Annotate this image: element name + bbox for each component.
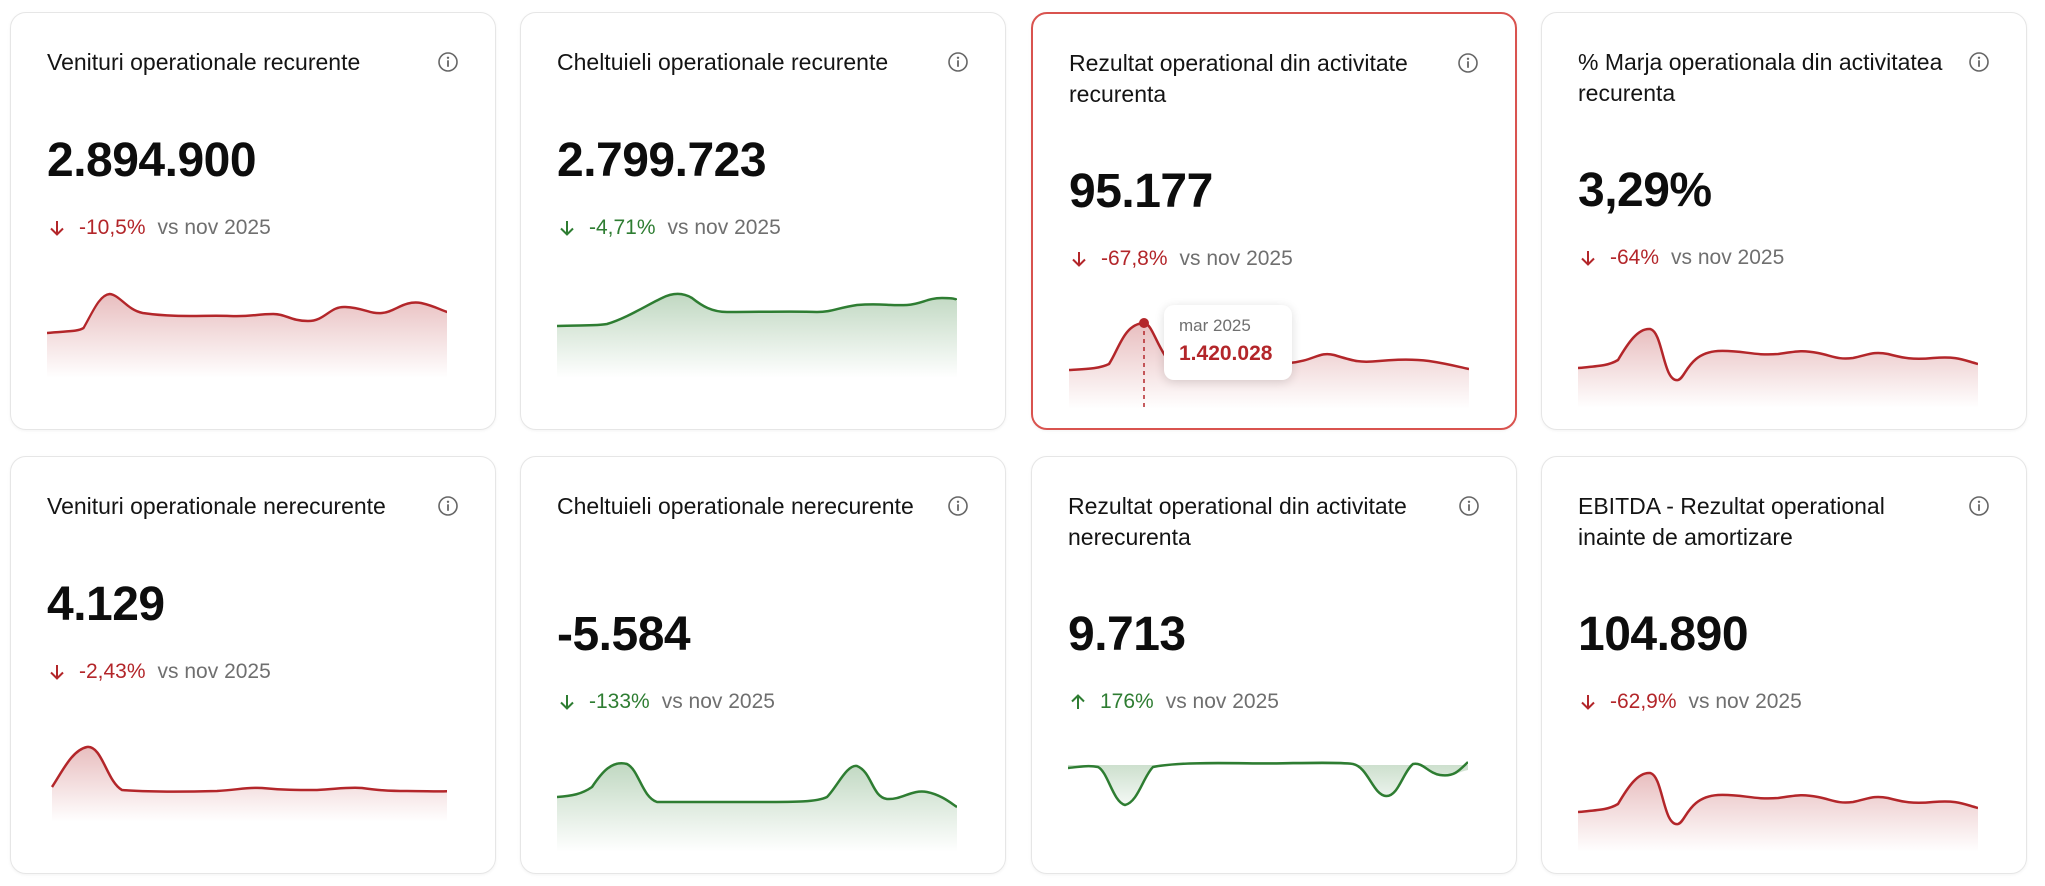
info-icon[interactable] <box>947 51 969 73</box>
sparkline-chart <box>1068 761 1468 807</box>
arrow-down-icon <box>1581 251 1595 266</box>
card-value: 95.177 <box>1069 165 1213 218</box>
arrow-down-icon <box>1581 695 1595 710</box>
info-icon[interactable] <box>1458 495 1480 517</box>
card-value: 2.799.723 <box>557 134 767 187</box>
comparison-label: vs nov 2025 <box>1688 690 1802 713</box>
card-title: Rezultat operational din activitate nere… <box>1068 493 1407 550</box>
tooltip-date: mar 2025 <box>1179 316 1251 335</box>
change-row: -10,5% vs nov 2025 <box>47 216 271 240</box>
card-value: 2.894.900 <box>47 134 257 187</box>
change-percent: -10,5% <box>79 216 146 239</box>
comparison-label: vs nov 2025 <box>157 216 271 239</box>
change-percent: -4,71% <box>589 216 656 239</box>
card-title: Cheltuieli operationale recurente <box>557 49 889 75</box>
comparison-label: vs nov 2025 <box>157 660 271 683</box>
kpi-card-marja-recurenta[interactable]: % Marja operationala din activitatea rec… <box>1541 12 2027 430</box>
info-icon[interactable] <box>437 51 459 73</box>
kpi-card-rezultat-nerecurent[interactable]: Rezultat operational din activitate nere… <box>1031 456 1517 874</box>
sparkline-chart <box>557 761 957 852</box>
sparkline-chart <box>47 292 447 378</box>
change-percent: -2,43% <box>79 660 146 683</box>
change-percent: 176% <box>1100 690 1154 713</box>
change-percent: -133% <box>589 690 650 713</box>
card-title: Venituri operationale nerecurente <box>47 493 386 519</box>
comparison-label: vs nov 2025 <box>1671 246 1785 269</box>
info-icon[interactable] <box>1968 495 1990 517</box>
card-value: -5.584 <box>557 608 691 661</box>
card-value: 104.890 <box>1578 608 1749 661</box>
card-title: EBITDA - Rezultat operational inainte de… <box>1578 493 1885 550</box>
card-title: Cheltuieli operationale nerecurente <box>557 493 914 519</box>
change-percent: -62,9% <box>1610 690 1677 713</box>
comparison-label: vs nov 2025 <box>667 216 781 239</box>
kpi-card-ebitda[interactable]: EBITDA - Rezultat operational inainte de… <box>1541 456 2027 874</box>
card-title: Venituri operationale recurente <box>47 49 361 75</box>
sparkline-chart <box>50 745 447 822</box>
arrow-down-icon <box>50 665 64 680</box>
change-row: 176% vs nov 2025 <box>1068 690 1279 714</box>
change-row: -64% vs nov 2025 <box>1578 246 1784 270</box>
change-row: -133% vs nov 2025 <box>557 690 775 714</box>
comparison-label: vs nov 2025 <box>1165 690 1279 713</box>
arrow-down-icon <box>560 695 574 710</box>
sparkline-chart <box>1578 771 1978 852</box>
change-row: -62,9% vs nov 2025 <box>1578 690 1802 714</box>
kpi-card-cheltuieli-nerecurente[interactable]: Cheltuieli operationale nerecurente -5.5… <box>520 456 1006 874</box>
kpi-card-venituri-recurente[interactable]: Venituri operationale recurente 2.894.90… <box>10 12 496 430</box>
chart-tooltip: mar 2025 1.420.028 <box>1164 305 1292 380</box>
change-percent: -64% <box>1610 246 1660 269</box>
arrow-down-icon <box>560 221 574 236</box>
info-icon[interactable] <box>1968 51 1990 73</box>
arrow-down-icon <box>1072 252 1086 267</box>
card-value: 4.129 <box>47 578 165 631</box>
card-value: 9.713 <box>1068 608 1186 661</box>
kpi-card-venituri-nerecurente[interactable]: Venituri operationale nerecurente 4.129 … <box>10 456 496 874</box>
comparison-label: vs nov 2025 <box>661 690 775 713</box>
arrow-up-icon <box>1071 694 1085 709</box>
tooltip-value: 1.420.028 <box>1179 342 1273 365</box>
info-icon[interactable] <box>947 495 969 517</box>
change-row: -67,8% vs nov 2025 <box>1069 247 1293 271</box>
card-value: 3,29% <box>1578 164 1712 217</box>
arrow-down-icon <box>50 221 64 236</box>
sparkline-chart <box>557 292 957 378</box>
change-percent: -67,8% <box>1101 247 1168 270</box>
change-row: -2,43% vs nov 2025 <box>47 660 271 684</box>
card-title: Rezultat operational din activitate recu… <box>1069 50 1408 107</box>
info-icon[interactable] <box>1457 52 1479 74</box>
kpi-card-cheltuieli-recurente[interactable]: Cheltuieli operationale recurente 2.799.… <box>520 12 1006 430</box>
sparkline-chart <box>1578 327 1978 408</box>
info-icon[interactable] <box>437 495 459 517</box>
card-title: % Marja operationala din activitatea rec… <box>1578 49 1943 106</box>
comparison-label: vs nov 2025 <box>1179 247 1293 270</box>
change-row: -4,71% vs nov 2025 <box>557 216 781 240</box>
